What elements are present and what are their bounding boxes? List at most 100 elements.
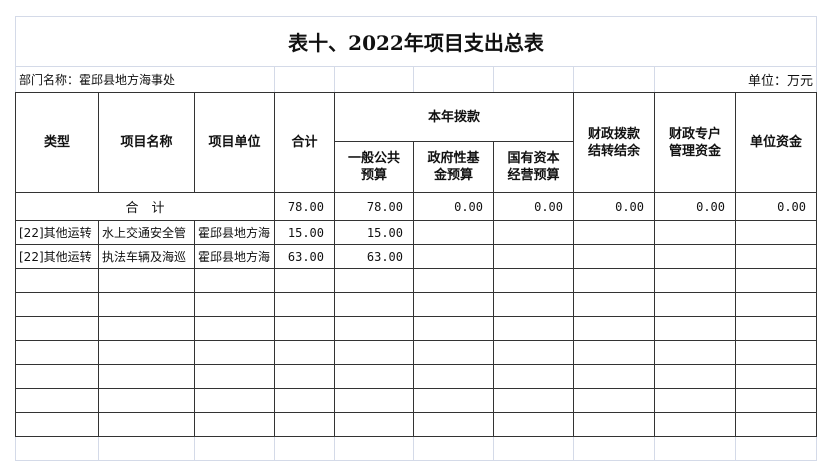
row-name[interactable]: 水上交通安全管: [98, 220, 195, 245]
cell[interactable]: [734, 244, 818, 269]
cell[interactable]: [15, 388, 99, 413]
cell[interactable]: [413, 436, 494, 461]
cell[interactable]: [654, 388, 736, 413]
total-general[interactable]: 78.00: [334, 192, 414, 221]
row-total[interactable]: 15.00: [274, 220, 335, 245]
cell[interactable]: [573, 244, 655, 269]
cell[interactable]: [573, 388, 655, 413]
row-unit[interactable]: 霍邱县地方海: [194, 244, 275, 269]
cell[interactable]: [654, 220, 736, 245]
cell[interactable]: [734, 268, 818, 293]
cell[interactable]: [734, 292, 818, 317]
cell[interactable]: [194, 340, 275, 365]
cell[interactable]: [573, 316, 655, 341]
cell[interactable]: [194, 268, 275, 293]
cell[interactable]: [413, 412, 494, 437]
cell[interactable]: [98, 292, 195, 317]
cell[interactable]: [413, 340, 494, 365]
cell[interactable]: [493, 292, 574, 317]
cell[interactable]: [734, 340, 818, 365]
row-type[interactable]: [22]其他运转: [15, 220, 99, 245]
total-gov-fund[interactable]: 0.00: [413, 192, 494, 221]
cell[interactable]: [734, 364, 818, 389]
row-name[interactable]: 执法车辆及海巡: [98, 244, 195, 269]
cell[interactable]: [334, 388, 414, 413]
cell[interactable]: [334, 412, 414, 437]
cell[interactable]: [654, 412, 736, 437]
cell[interactable]: [274, 66, 335, 93]
total-state-capital[interactable]: 0.00: [493, 192, 574, 221]
cell[interactable]: [734, 220, 818, 245]
cell[interactable]: [413, 220, 494, 245]
cell[interactable]: [334, 316, 414, 341]
row-general[interactable]: 15.00: [334, 220, 414, 245]
cell[interactable]: [98, 388, 195, 413]
cell[interactable]: [573, 412, 655, 437]
cell[interactable]: [15, 292, 99, 317]
cell[interactable]: [15, 268, 99, 293]
cell[interactable]: [573, 66, 655, 93]
cell[interactable]: [493, 364, 574, 389]
cell[interactable]: [413, 364, 494, 389]
cell[interactable]: [654, 244, 736, 269]
cell[interactable]: [334, 340, 414, 365]
cell[interactable]: [413, 388, 494, 413]
cell[interactable]: [15, 316, 99, 341]
cell[interactable]: [98, 268, 195, 293]
cell[interactable]: [274, 268, 335, 293]
cell[interactable]: [194, 412, 275, 437]
cell[interactable]: [413, 268, 494, 293]
total-unit-funds[interactable]: 0.00: [734, 192, 818, 221]
cell[interactable]: [98, 412, 195, 437]
total-total[interactable]: 78.00: [274, 192, 335, 221]
cell[interactable]: [573, 220, 655, 245]
cell[interactable]: [413, 66, 494, 93]
cell[interactable]: [573, 436, 655, 461]
cell[interactable]: [573, 268, 655, 293]
cell[interactable]: [413, 316, 494, 341]
cell[interactable]: [98, 436, 195, 461]
cell[interactable]: [493, 220, 574, 245]
cell[interactable]: [334, 436, 414, 461]
row-unit[interactable]: 霍邱县地方海: [194, 220, 275, 245]
cell[interactable]: [493, 66, 574, 93]
cell[interactable]: [194, 388, 275, 413]
cell[interactable]: [493, 244, 574, 269]
cell[interactable]: [194, 436, 275, 461]
cell[interactable]: [274, 364, 335, 389]
cell[interactable]: [493, 436, 574, 461]
row-type[interactable]: [22]其他运转: [15, 244, 99, 269]
cell[interactable]: [274, 340, 335, 365]
cell[interactable]: [573, 364, 655, 389]
cell[interactable]: [15, 436, 99, 461]
cell[interactable]: [334, 364, 414, 389]
cell[interactable]: [274, 388, 335, 413]
cell[interactable]: [654, 316, 736, 341]
cell[interactable]: [413, 292, 494, 317]
cell[interactable]: [334, 292, 414, 317]
cell[interactable]: [654, 340, 736, 365]
cell[interactable]: [194, 364, 275, 389]
cell[interactable]: [734, 436, 818, 461]
cell[interactable]: [334, 268, 414, 293]
cell[interactable]: [493, 388, 574, 413]
cell[interactable]: [654, 436, 736, 461]
cell[interactable]: [573, 292, 655, 317]
cell[interactable]: [194, 292, 275, 317]
cell[interactable]: [274, 412, 335, 437]
cell[interactable]: [274, 436, 335, 461]
cell[interactable]: [734, 388, 818, 413]
cell[interactable]: [98, 316, 195, 341]
cell[interactable]: [194, 316, 275, 341]
cell[interactable]: [413, 244, 494, 269]
cell[interactable]: [493, 316, 574, 341]
cell[interactable]: [15, 412, 99, 437]
cell[interactable]: [334, 66, 414, 93]
row-total[interactable]: 63.00: [274, 244, 335, 269]
cell[interactable]: [15, 340, 99, 365]
cell[interactable]: [98, 340, 195, 365]
cell[interactable]: [654, 268, 736, 293]
cell[interactable]: [15, 364, 99, 389]
cell[interactable]: [734, 316, 818, 341]
cell[interactable]: [654, 292, 736, 317]
